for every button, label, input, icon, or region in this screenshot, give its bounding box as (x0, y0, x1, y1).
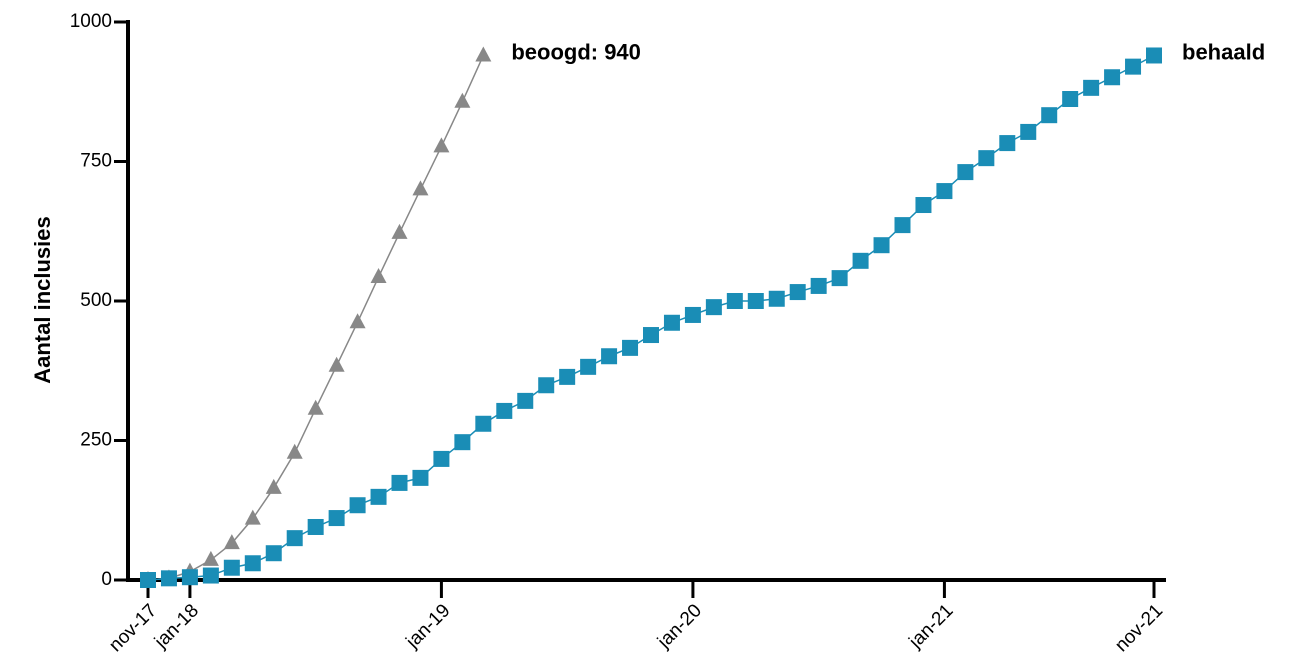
square-marker (601, 348, 618, 365)
square-marker (915, 197, 932, 214)
square-marker (957, 164, 974, 181)
square-marker (244, 555, 261, 572)
square-marker (475, 415, 492, 432)
series-line (147, 54, 1155, 581)
square-marker (349, 497, 366, 514)
square-marker (999, 135, 1016, 152)
square-marker (1083, 79, 1100, 96)
x-tick-label: jan-19 (402, 600, 455, 653)
square-marker (789, 284, 806, 301)
square-marker (1020, 123, 1037, 140)
square-marker (140, 572, 156, 588)
triangle-marker (349, 313, 366, 329)
y-axis-label: Aantal inclusies (30, 216, 55, 384)
square-marker (202, 567, 219, 584)
square-marker (705, 299, 722, 316)
triangle-marker (433, 137, 450, 153)
square-marker (747, 293, 764, 309)
y-tick-label: 500 (80, 290, 112, 311)
square-marker (768, 290, 785, 307)
series-label: behaald (1182, 39, 1265, 64)
triangle-marker (370, 268, 387, 284)
square-marker (1062, 91, 1079, 108)
square-marker (181, 569, 198, 586)
square-marker (412, 469, 429, 486)
x-tick-label: jan-20 (653, 600, 706, 653)
triangle-marker (244, 509, 261, 525)
square-marker (265, 545, 282, 562)
x-tick-label: jan-18 (150, 600, 203, 653)
square-marker (873, 237, 890, 254)
square-marker (328, 510, 345, 527)
square-marker (307, 518, 324, 535)
triangle-marker (454, 92, 471, 108)
square-marker (454, 434, 471, 451)
square-marker (831, 270, 848, 287)
square-marker (538, 377, 555, 394)
triangle-marker (307, 399, 324, 415)
square-marker (643, 327, 659, 344)
square-marker (517, 392, 534, 409)
square-marker (684, 306, 701, 323)
series-line (147, 55, 485, 581)
square-marker (391, 474, 408, 491)
square-marker (1041, 107, 1058, 124)
square-marker (622, 339, 639, 356)
triangle-marker (265, 478, 282, 494)
square-marker (663, 314, 680, 331)
square-marker (1104, 69, 1121, 86)
triangle-marker (391, 223, 408, 239)
square-marker (580, 358, 597, 375)
square-marker (223, 559, 240, 576)
triangle-marker (328, 356, 345, 372)
square-marker (433, 450, 450, 467)
square-marker (559, 368, 576, 385)
square-marker (496, 402, 513, 419)
square-marker (1125, 58, 1142, 75)
x-tick-label: nov-21 (1111, 600, 1167, 656)
triangle-marker (202, 550, 219, 566)
triangle-marker (412, 180, 429, 196)
y-tick-label: 250 (80, 430, 112, 451)
y-tick-label: 750 (80, 151, 112, 172)
square-marker (370, 488, 387, 505)
y-tick-label: 1000 (70, 11, 112, 32)
square-marker (894, 217, 911, 234)
square-marker (726, 293, 743, 309)
square-marker (936, 183, 953, 200)
triangle-marker (475, 46, 492, 62)
x-tick-label: nov-17 (105, 600, 161, 656)
y-tick-label: 0 (101, 569, 112, 590)
square-marker (286, 530, 303, 547)
triangle-marker (223, 534, 240, 550)
square-marker (978, 150, 995, 167)
square-marker (810, 277, 827, 294)
series-label: beoogd: 940 (511, 39, 641, 64)
square-marker (852, 252, 869, 269)
triangle-marker (286, 443, 303, 459)
square-marker (160, 570, 177, 587)
square-marker (1146, 47, 1162, 64)
x-tick-label: jan-21 (905, 600, 958, 653)
